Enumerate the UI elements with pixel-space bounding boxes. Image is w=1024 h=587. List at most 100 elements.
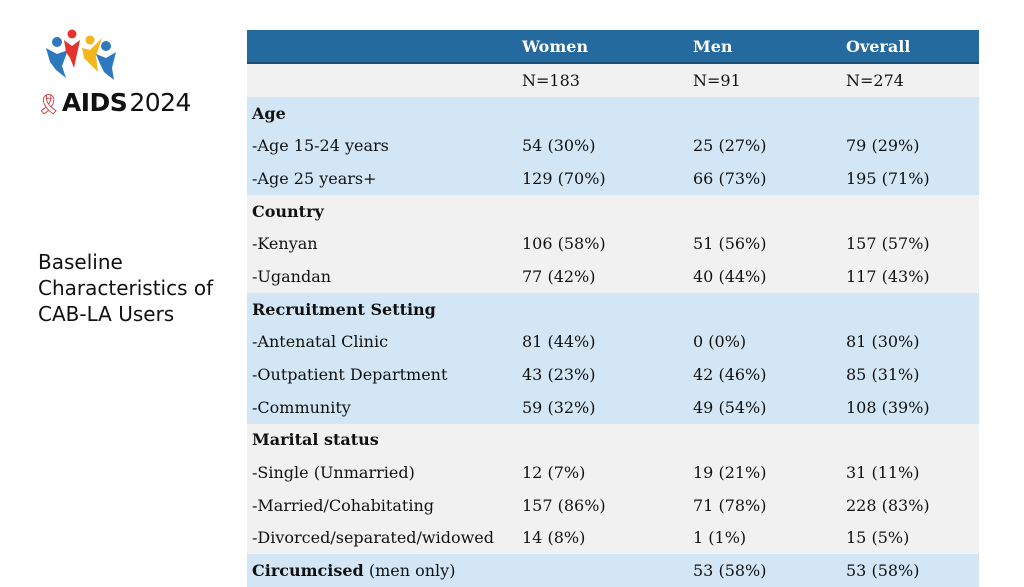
table-cell: 106 (58%) [517,227,688,261]
table-row: -Outpatient Department 43 (23%) 42 (46%) 85… [247,358,979,391]
table-cell: 15 (5%) [841,521,979,555]
logo-name: AIDS [61,88,128,117]
section-value-cell [517,554,688,587]
table-cell: 77 (42%) [517,260,688,293]
table-cell: 25 (27%) [688,129,841,163]
table-cell: 157 (57%) [841,227,979,261]
section-header-row: Country [247,194,979,228]
section-header-row: Age [247,96,979,130]
table-cell: 85 (31%) [841,358,979,391]
table-cell: 31 (11%) [841,456,979,489]
section-label: Country [252,201,324,221]
table-cell: 51 (56%) [688,227,841,261]
table-cell: 54 (30%) [517,129,688,163]
logo-year: 2024 [129,88,191,117]
table-cell: 81 (30%) [841,325,979,359]
section-value-cell [688,96,841,130]
total-men: N=91 [688,63,841,97]
section-value-cell [517,292,688,326]
row-label: -Married/Cohabitating [247,488,517,522]
section-header-cell: Age [247,96,517,130]
section-label: Circumcised [252,561,364,581]
table-cell: 66 (73%) [688,162,841,195]
row-label: -Divorced/separated/widowed [247,521,517,555]
table-cell: 49 (54%) [688,390,841,424]
table-row: -Divorced/separated/widowed 14 (8%) 1 (1%)… [247,521,979,555]
row-label: -Kenyan [247,227,517,261]
section-header-cell: Country [247,194,517,228]
totals-row: N=183 N=91 N=274 [247,63,979,97]
section-header-cell: Circumcised (men only) [247,554,517,587]
total-overall: N=274 [841,63,979,97]
section-value-cell: 53 (58%) [688,554,841,587]
table-cell: 43 (23%) [517,358,688,391]
row-label: -Antenatal Clinic [247,325,517,359]
slide-title: Baseline Characteristics of CAB-LA Users [38,250,214,326]
table-cell: 19 (21%) [688,456,841,489]
table-cell: 108 (39%) [841,390,979,424]
row-label: -Single (Unmarried) [247,456,517,489]
section-value-cell [841,194,979,228]
row-label: -Outpatient Department [247,358,517,391]
section-header-row: Marital status [247,423,979,457]
section-label: Recruitment Setting [252,299,436,319]
section-value-cell [517,96,688,130]
aids-2024-logo: 🎗︎AIDS 2024 [36,28,196,123]
column-header-men: Men [688,30,841,64]
section-value-cell [841,292,979,326]
table-cell: 42 (46%) [688,358,841,391]
section-header-cell: Marital status [247,423,517,457]
column-header [247,30,517,64]
table-row: -Community 59 (32%) 49 (54%) 108 (39%) [247,390,979,424]
aids-ribbon-icon: 🎗︎ [36,92,61,116]
table-row: -Single (Unmarried) 12 (7%) 19 (21%) 31 (11… [247,456,979,489]
table-body: Women Men Overall N=183 N=91 N=274 Age -A… [247,30,979,587]
section-note: (men only) [363,561,456,581]
table-cell: 195 (71%) [841,162,979,195]
table-cell: 81 (44%) [517,325,688,359]
section-value-cell [841,423,979,457]
section-header-cell: Recruitment Setting [247,292,517,326]
table-row: -Married/Cohabitating 157 (86%) 71 (78%) 22… [247,488,979,522]
table-row: -Age 15-24 years 54 (30%) 25 (27%) 79 (29%) [247,129,979,163]
table-row: -Age 25 years+ 129 (70%) 66 (73%) 195 (71%) [247,162,979,195]
table-row: -Antenatal Clinic 81 (44%) 0 (0%) 81 (30%) [247,325,979,359]
section-value-cell [688,292,841,326]
section-value-cell [688,194,841,228]
table-cell: 14 (8%) [517,521,688,555]
section-value-cell [688,423,841,457]
section-value-cell: 53 (58%) [841,554,979,587]
section-value-cell [517,194,688,228]
table-cell: 59 (32%) [517,390,688,424]
table-cell: 157 (86%) [517,488,688,522]
table-row: -Ugandan 77 (42%) 40 (44%) 117 (43%) [247,260,979,293]
table-header-row: Women Men Overall [247,30,979,64]
table-cell: 79 (29%) [841,129,979,163]
row-label: -Age 25 years+ [247,162,517,195]
row-label: -Community [247,390,517,424]
section-label: Marital status [252,430,379,450]
table-cell: 117 (43%) [841,260,979,293]
table-cell: 1 (1%) [688,521,841,555]
table-row: -Kenyan 106 (58%) 51 (56%) 157 (57%) [247,227,979,261]
section-label: Age [252,103,286,123]
table-cell: 71 (78%) [688,488,841,522]
logo-wordmark: 🎗︎AIDS 2024 [36,88,191,117]
table-cell: 129 (70%) [517,162,688,195]
people-figures-icon [46,29,116,80]
baseline-characteristics-table: Women Men Overall N=183 N=91 N=274 Age -A… [247,30,979,587]
table-cell: 0 (0%) [688,325,841,359]
table-cell: 12 (7%) [517,456,688,489]
table-cell: 228 (83%) [841,488,979,522]
row-label: -Age 15-24 years [247,129,517,163]
column-header-women: Women [517,30,688,64]
column-header-overall: Overall [841,30,979,64]
totals-label [247,63,517,97]
row-label: -Ugandan [247,260,517,293]
section-header-row: Recruitment Setting [247,292,979,326]
table-cell: 40 (44%) [688,260,841,293]
section-header-row: Circumcised (men only) 53 (58%) 53 (58%) [247,554,979,587]
total-women: N=183 [517,63,688,97]
section-value-cell [841,96,979,130]
section-value-cell [517,423,688,457]
